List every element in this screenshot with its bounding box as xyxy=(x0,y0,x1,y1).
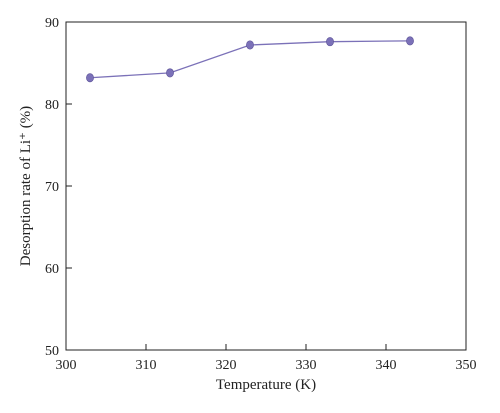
x-tick-label: 310 xyxy=(136,358,157,373)
y-tick-label: 60 xyxy=(45,262,59,277)
x-tick-label: 350 xyxy=(456,358,477,373)
y-tick-label: 50 xyxy=(45,344,59,359)
data-point xyxy=(166,68,174,78)
y-tick-label: 70 xyxy=(45,180,59,195)
x-axis-label: Temperature (K) xyxy=(216,377,316,393)
series-layer xyxy=(86,36,414,83)
y-axis-label: Desorption rate of Li⁺ (%) xyxy=(18,106,34,266)
y-tick-label: 80 xyxy=(45,98,59,113)
x-tick-label: 320 xyxy=(216,358,237,373)
x-tick-label: 300 xyxy=(56,358,77,373)
x-axis-ticks: 300 310 320 330 340 350 xyxy=(56,344,477,373)
x-tick-label: 330 xyxy=(296,358,317,373)
y-tick-label: 90 xyxy=(45,16,59,31)
y-axis-ticks: 50 60 70 80 90 xyxy=(45,16,72,359)
data-point xyxy=(326,37,334,47)
data-point xyxy=(406,36,414,46)
data-point xyxy=(246,40,254,50)
x-tick-label: 340 xyxy=(376,358,397,373)
plot-frame xyxy=(65,21,467,351)
data-point xyxy=(86,73,94,83)
